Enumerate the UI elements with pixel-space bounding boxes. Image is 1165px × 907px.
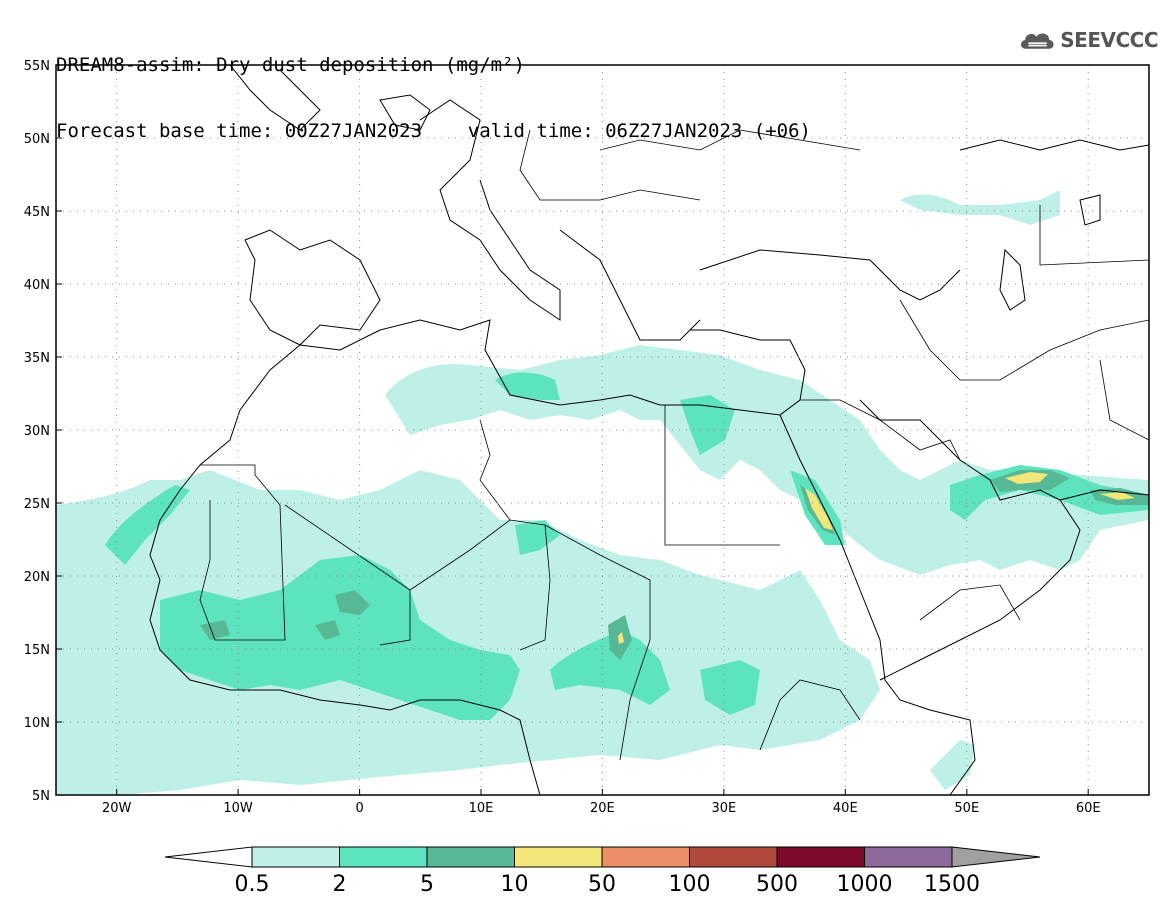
colorbar-label: 500 — [756, 872, 798, 897]
lat-label: 25N — [24, 497, 50, 512]
colorbar-left-arrow — [164, 846, 253, 868]
colorbar-swatch — [689, 846, 778, 868]
logo-text: SEEVCCC — [1060, 28, 1158, 52]
seevccc-logo: SEEVCCC — [1018, 22, 1158, 58]
colorbar-label: 1000 — [837, 872, 893, 897]
lon-label: 60E — [1076, 801, 1101, 816]
lat-label: 55N — [24, 59, 50, 74]
lon-label: 50E — [954, 801, 979, 816]
colorbar-label: 2 — [333, 872, 347, 897]
dust-level-high — [618, 472, 1135, 644]
lon-label: 10E — [469, 801, 494, 816]
lat-label: 5N — [32, 789, 50, 804]
lon-label: 20E — [590, 801, 615, 816]
lat-label: 40N — [24, 278, 50, 293]
colorbar-right-arrow — [951, 846, 1041, 868]
lon-label: 30E — [712, 801, 737, 816]
lat-label: 50N — [24, 132, 50, 147]
longitude-labels: 20W 10W 0 10E 20E 30E 40E 50E 60E — [102, 801, 1101, 816]
lat-label: 30N — [24, 424, 50, 439]
title-line-2: Forecast base time: 00Z27JAN2023 valid t… — [56, 120, 811, 142]
colorbar-swatch — [339, 846, 428, 868]
colorbar — [164, 846, 1041, 868]
lat-label: 35N — [24, 351, 50, 366]
lon-label: 0 — [355, 801, 363, 816]
colorbar-labels: 0.5 2 5 10 50 100 500 1000 1500 — [235, 872, 981, 897]
colorbar-swatch — [251, 846, 340, 868]
lat-label: 15N — [24, 643, 50, 658]
colorbar-label: 5 — [420, 872, 434, 897]
colorbar-label: 1500 — [924, 872, 980, 897]
graticule — [56, 65, 1149, 795]
lat-label: 10N — [24, 716, 50, 731]
colorbar-label: 0.5 — [235, 872, 270, 897]
colorbar-swatch — [864, 846, 953, 868]
colorbar-swatch — [426, 846, 515, 868]
colorbar-swatch — [514, 846, 603, 868]
lat-label: 45N — [24, 205, 50, 220]
cloud-icon — [1021, 33, 1054, 49]
latitude-labels: 55N 50N 45N 40N 35N 30N 25N 20N 15N 10N … — [24, 59, 50, 804]
border-layer — [199, 129, 1149, 761]
lon-label: 10W — [223, 801, 253, 816]
colorbar-swatch — [601, 846, 690, 868]
colorbar-swatch — [776, 846, 865, 868]
colorbar-label: 10 — [501, 872, 529, 897]
colorbar-label: 100 — [669, 872, 711, 897]
colorbar-label: 50 — [588, 872, 616, 897]
tick-marks — [56, 64, 1089, 796]
lat-label: 20N — [24, 570, 50, 585]
coastline-layer — [149, 65, 1149, 795]
lon-label: 20W — [102, 801, 132, 816]
lon-label: 40E — [833, 801, 858, 816]
